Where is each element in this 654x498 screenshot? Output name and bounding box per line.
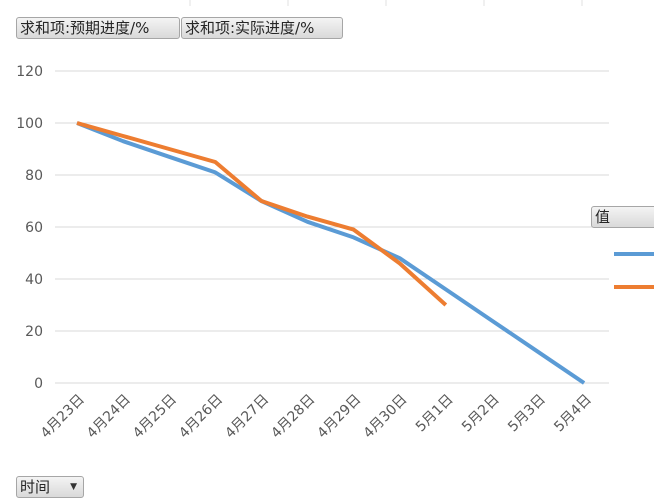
x-tick-label: 4月30日: [361, 392, 411, 442]
value-field-button-expected[interactable]: 求和项:预期进度/%: [16, 17, 180, 39]
y-tick-label: 80: [25, 168, 43, 184]
series-line-actual: [76, 121, 448, 307]
y-axis-tick-labels: 0 20 40 60 80 100 120: [16, 64, 43, 392]
x-axis-tick-labels: 4月23日4月24日4月25日4月26日4月27日4月28日4月29日4月30日…: [38, 392, 595, 442]
x-tick-label: 4月28日: [268, 392, 318, 442]
y-tick-label: 120: [16, 64, 43, 80]
dropdown-arrow-icon[interactable]: ▼: [70, 482, 77, 492]
x-tick-label: 4月29日: [314, 392, 364, 442]
legend-keys: [614, 252, 654, 289]
x-tick-label: 4月25日: [130, 392, 180, 442]
x-tick-label: 5月2日: [459, 392, 503, 436]
x-tick-label: 4月23日: [38, 392, 88, 442]
value-field-button-actual[interactable]: 求和项:实际进度/%: [181, 17, 343, 39]
axis-field-label: 时间: [20, 478, 51, 496]
x-tick-label: 5月3日: [505, 392, 549, 436]
x-tick-label: 5月4日: [551, 392, 595, 436]
y-tick-label: 100: [16, 116, 43, 132]
series-lines: [76, 121, 586, 385]
axis-field-button-time[interactable]: 时间 ▼: [16, 476, 84, 498]
y-tick-label: 60: [25, 220, 43, 236]
gridlines: [55, 70, 609, 384]
y-tick-label: 20: [25, 324, 43, 340]
x-tick-label: 4月27日: [222, 392, 272, 442]
y-tick-label: 0: [34, 376, 43, 392]
x-tick-label: 4月26日: [176, 392, 226, 442]
x-tick-label: 4月24日: [84, 392, 134, 442]
x-tick-label: 5月1日: [413, 392, 457, 436]
series-line-expected: [76, 121, 586, 385]
legend-values-button[interactable]: 值: [591, 206, 654, 228]
y-tick-label: 40: [25, 272, 43, 288]
top-dividers: [189, 0, 583, 6]
